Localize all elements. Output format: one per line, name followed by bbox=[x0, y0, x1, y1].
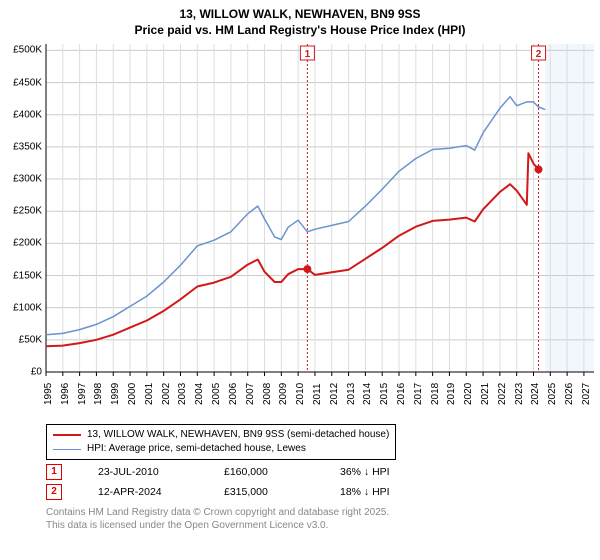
x-tick-label: 1998 bbox=[93, 383, 104, 405]
sale-delta-vs-hpi: 18% ↓ HPI bbox=[340, 482, 430, 502]
x-tick-label: 2007 bbox=[245, 383, 256, 405]
x-tick-label: 1999 bbox=[110, 383, 121, 405]
x-tick-label: 2008 bbox=[262, 383, 273, 405]
x-tick-label: 2020 bbox=[463, 383, 474, 405]
x-tick-label: 2005 bbox=[211, 383, 222, 405]
x-tick-label: 2009 bbox=[278, 383, 289, 405]
title-line-2: Price paid vs. HM Land Registry's House … bbox=[0, 22, 600, 38]
x-tick-label: 2022 bbox=[497, 383, 508, 405]
svg-text:1: 1 bbox=[305, 49, 311, 60]
x-tick-label: 1995 bbox=[43, 383, 54, 405]
x-tick-label: 2010 bbox=[295, 383, 306, 405]
chart-area: 12 £0£50K£100K£150K£200K£250K£300K£350K£… bbox=[0, 40, 600, 420]
footnote: Contains HM Land Registry data © Crown c… bbox=[46, 506, 389, 532]
sale-delta-vs-hpi: 36% ↓ HPI bbox=[340, 462, 430, 482]
title-line-1: 13, WILLOW WALK, NEWHAVEN, BN9 9SS bbox=[0, 6, 600, 22]
y-tick-label: £150K bbox=[13, 270, 42, 281]
x-tick-label: 2019 bbox=[446, 383, 457, 405]
sale-marker-id-box: 1 bbox=[46, 464, 62, 480]
sale-price: £315,000 bbox=[224, 482, 304, 502]
legend-label: HPI: Average price, semi-detached house,… bbox=[87, 442, 306, 456]
y-tick-label: £50K bbox=[19, 334, 42, 345]
legend-swatch bbox=[53, 434, 81, 436]
svg-text:2: 2 bbox=[536, 49, 542, 60]
x-tick-label: 2015 bbox=[379, 383, 390, 405]
legend-swatch bbox=[53, 449, 81, 450]
footnote-line-1: Contains HM Land Registry data © Crown c… bbox=[46, 506, 389, 519]
sale-marker-id-box: 2 bbox=[46, 484, 62, 500]
y-tick-label: £450K bbox=[13, 77, 42, 88]
x-tick-label: 2026 bbox=[564, 383, 575, 405]
y-tick-label: £350K bbox=[13, 141, 42, 152]
y-tick-label: £400K bbox=[13, 109, 42, 120]
x-tick-label: 2025 bbox=[547, 383, 558, 405]
legend: 13, WILLOW WALK, NEWHAVEN, BN9 9SS (semi… bbox=[46, 424, 396, 460]
x-tick-label: 2017 bbox=[413, 383, 424, 405]
x-tick-label: 2012 bbox=[329, 383, 340, 405]
sale-date: 12-APR-2024 bbox=[98, 482, 188, 502]
sale-marker-row: 2 12-APR-2024 £315,000 18% ↓ HPI bbox=[46, 482, 430, 502]
x-tick-label: 2016 bbox=[396, 383, 407, 405]
x-tick-label: 1996 bbox=[60, 383, 71, 405]
x-tick-label: 2011 bbox=[312, 383, 323, 405]
x-tick-label: 2027 bbox=[581, 383, 592, 405]
chart-title: 13, WILLOW WALK, NEWHAVEN, BN9 9SS Price… bbox=[0, 0, 600, 38]
y-tick-label: £250K bbox=[13, 206, 42, 217]
x-tick-label: 2001 bbox=[144, 383, 155, 405]
x-tick-label: 2004 bbox=[194, 383, 205, 405]
y-tick-label: £0 bbox=[31, 367, 42, 378]
x-tick-label: 2014 bbox=[362, 383, 373, 405]
sale-marker-row: 1 23-JUL-2010 £160,000 36% ↓ HPI bbox=[46, 462, 430, 482]
x-tick-label: 2013 bbox=[346, 383, 357, 405]
x-tick-label: 1997 bbox=[77, 383, 88, 405]
y-tick-label: £300K bbox=[13, 174, 42, 185]
footnote-line-2: This data is licensed under the Open Gov… bbox=[46, 519, 389, 532]
y-tick-label: £500K bbox=[13, 45, 42, 56]
x-tick-label: 2002 bbox=[161, 383, 172, 405]
legend-row: HPI: Average price, semi-detached house,… bbox=[53, 442, 389, 456]
sale-price: £160,000 bbox=[224, 462, 304, 482]
x-tick-label: 2023 bbox=[514, 383, 525, 405]
x-tick-label: 2000 bbox=[127, 383, 138, 405]
legend-row: 13, WILLOW WALK, NEWHAVEN, BN9 9SS (semi… bbox=[53, 428, 389, 442]
y-tick-label: £100K bbox=[13, 302, 42, 313]
sale-marker-table: 1 23-JUL-2010 £160,000 36% ↓ HPI 2 12-APR-202… bbox=[46, 462, 430, 502]
sale-date: 23-JUL-2010 bbox=[98, 462, 188, 482]
legend-label: 13, WILLOW WALK, NEWHAVEN, BN9 9SS (semi… bbox=[87, 428, 389, 442]
x-tick-label: 2006 bbox=[228, 383, 239, 405]
y-tick-label: £200K bbox=[13, 238, 42, 249]
x-tick-label: 2021 bbox=[480, 383, 491, 405]
x-tick-label: 2018 bbox=[430, 383, 441, 405]
line-chart-svg: 12 bbox=[0, 40, 600, 420]
x-tick-label: 2003 bbox=[177, 383, 188, 405]
x-tick-label: 2024 bbox=[530, 383, 541, 405]
